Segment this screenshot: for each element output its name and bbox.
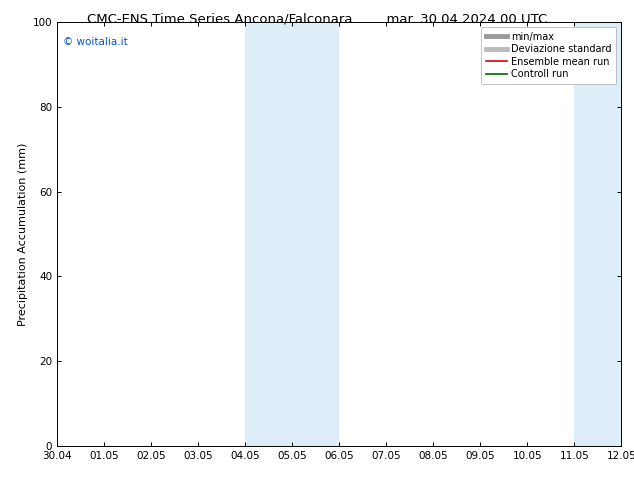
Text: © woitalia.it: © woitalia.it [63,37,127,47]
Y-axis label: Precipitation Accumulation (mm): Precipitation Accumulation (mm) [18,142,29,326]
Bar [245,22,339,446]
Text: CMC-ENS Time Series Ancona/Falconara        mar. 30.04.2024 00 UTC: CMC-ENS Time Series Ancona/Falconara mar… [87,12,547,25]
Legend: min/max, Deviazione standard, Ensemble mean run, Controll run: min/max, Deviazione standard, Ensemble m… [481,27,616,84]
Bar [574,22,634,446]
